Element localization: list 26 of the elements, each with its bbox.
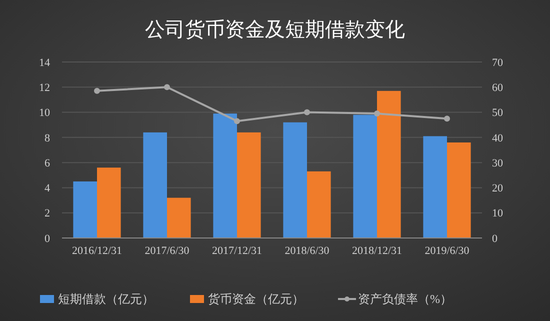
y2-tick-label: 40 — [492, 132, 504, 144]
y-tick-label: 12 — [39, 82, 50, 94]
x-tick-label: 2016/12/31 — [72, 245, 122, 257]
legend-label: 短期借款（亿元） — [58, 292, 154, 306]
y2-tick-label: 0 — [492, 232, 498, 245]
x-tick-label: 2017/12/31 — [212, 245, 262, 257]
y-tick-label: 14 — [39, 56, 50, 69]
legend-label: 货币资金（亿元） — [208, 292, 304, 306]
y-tick-label: 0 — [44, 232, 50, 245]
chart-title: 公司货币资金及短期借款变化 — [145, 19, 405, 41]
y2-tick-label: 10 — [492, 208, 504, 220]
x-tick-label: 2018/6/30 — [284, 245, 330, 257]
y-tick-label: 8 — [44, 132, 50, 144]
y-tick-label: 2 — [44, 208, 50, 220]
y2-tick-label: 30 — [492, 157, 504, 170]
y2-tick-label: 70 — [492, 56, 504, 69]
y-tick-label: 4 — [44, 182, 50, 195]
y2-tick-label: 50 — [492, 107, 504, 120]
x-tick-label: 2019/6/30 — [424, 245, 470, 257]
y-tick-label: 10 — [39, 107, 50, 120]
y-tick-label: 6 — [44, 157, 50, 170]
y2-tick-label: 20 — [492, 182, 504, 195]
x-tick-label: 2018/12/31 — [352, 245, 402, 257]
x-tick-label: 2017/6/30 — [144, 245, 190, 257]
y2-tick-label: 60 — [492, 82, 504, 94]
legend-label: 资产负债率（%） — [358, 292, 452, 306]
